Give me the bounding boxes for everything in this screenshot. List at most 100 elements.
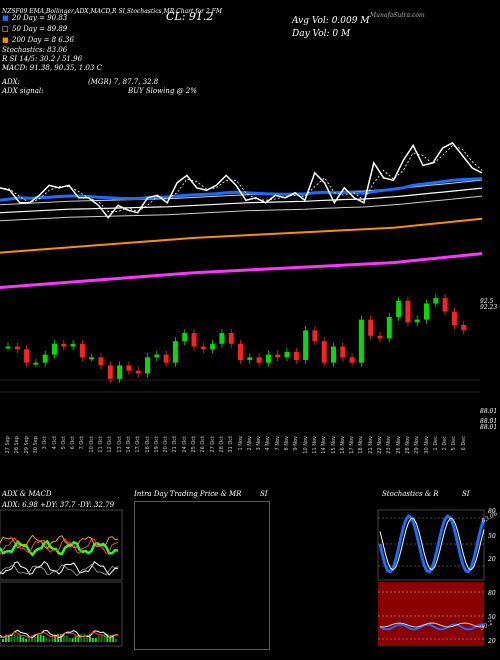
candle-body bbox=[42, 354, 48, 363]
date-label: 14 Nov bbox=[321, 436, 328, 454]
macd-histogram-bar bbox=[39, 634, 42, 642]
candle-body bbox=[368, 319, 374, 336]
candle-body bbox=[247, 357, 253, 360]
macd-histogram-bar bbox=[74, 636, 77, 642]
date-label: 20 Oct bbox=[163, 436, 170, 453]
date-label: 3 Oct bbox=[42, 436, 49, 450]
price-line bbox=[0, 142, 483, 219]
date-label: 14 Oct bbox=[125, 436, 132, 453]
date-label: 10 Nov bbox=[302, 436, 309, 454]
ema200-label: 200 Day = 8 6.36 bbox=[12, 36, 74, 44]
avg-volume: Avg Vol: 0.009 M bbox=[292, 16, 370, 26]
date-label: 12 Oct bbox=[107, 436, 114, 453]
candle-body bbox=[321, 341, 327, 363]
candle-body bbox=[117, 365, 123, 379]
candle-body bbox=[182, 333, 188, 342]
munafa-watermark: MunafaSutra.com bbox=[370, 12, 425, 19]
buy-signal-text: BUY Slowing @ 2% bbox=[128, 87, 197, 95]
macd-histogram-bar bbox=[77, 634, 80, 642]
candle-body bbox=[61, 343, 67, 347]
date-label: 28 Sep bbox=[14, 436, 21, 454]
stoch-d-line bbox=[379, 517, 485, 571]
date-label: 5 Oct bbox=[60, 436, 67, 450]
price-label-3: 88.01 bbox=[480, 408, 498, 415]
macd-histogram-bar bbox=[103, 634, 106, 642]
plus-dy-line bbox=[0, 539, 119, 557]
mr-text: (MGR) 7, 87.7, 32.8 bbox=[88, 78, 159, 86]
candle-body bbox=[200, 346, 206, 350]
candle-body bbox=[126, 365, 132, 371]
date-label: 30 Sep bbox=[32, 436, 39, 454]
candle-body bbox=[377, 335, 383, 339]
date-label: 23 Nov bbox=[386, 436, 393, 454]
macd-histogram-bar bbox=[100, 634, 103, 642]
candle-body bbox=[340, 346, 346, 358]
rsi-frame bbox=[378, 582, 484, 646]
macd-histogram-bar bbox=[22, 637, 25, 642]
candle-body bbox=[228, 333, 234, 344]
stochastics-title: Stochastics & R bbox=[382, 490, 439, 498]
candle-body bbox=[135, 370, 141, 374]
stoch-level-80: 80 bbox=[488, 508, 496, 515]
macd-histogram-bar bbox=[54, 635, 57, 642]
date-label: 15 Nov bbox=[330, 436, 337, 454]
candle-body bbox=[265, 354, 271, 363]
candlestick-chart bbox=[0, 294, 480, 393]
date-label: 11 Oct bbox=[98, 436, 104, 453]
date-label: 26 Oct bbox=[200, 436, 207, 453]
date-label: 30 Nov bbox=[423, 436, 430, 454]
macd-histogram-bar bbox=[4, 637, 7, 642]
stoch-level-20: 20 bbox=[488, 556, 496, 563]
date-label: 4 Nov bbox=[265, 436, 272, 451]
price-label-4: 88.01 bbox=[480, 418, 498, 425]
signal-dotted-line bbox=[0, 144, 483, 212]
close-price: CL: 91.2 bbox=[166, 10, 214, 23]
intraday-box bbox=[134, 501, 270, 650]
date-label: 25 Nov bbox=[395, 436, 402, 454]
date-label: 4 Oct bbox=[51, 436, 58, 450]
ema20-label: 20 Day = 90.83 bbox=[12, 14, 68, 22]
date-label: 29 Nov bbox=[414, 436, 421, 454]
candle-body bbox=[79, 343, 85, 358]
price-ema-chart bbox=[0, 142, 483, 289]
candle-body bbox=[107, 365, 113, 379]
date-label: 6 Oct bbox=[70, 436, 77, 450]
date-label: 27 Oct bbox=[209, 436, 216, 453]
date-label: 18 Nov bbox=[358, 436, 365, 454]
adx-macd-title: ADX & MACD bbox=[2, 490, 52, 498]
adx-white-line bbox=[0, 560, 119, 576]
ema20-marker: ■ bbox=[2, 14, 9, 22]
candle-body bbox=[5, 346, 11, 349]
rsi-level-50: 50 bbox=[488, 614, 496, 621]
candle-body bbox=[14, 346, 20, 350]
macd-line bbox=[0, 629, 118, 639]
macd-histogram-bar bbox=[112, 636, 115, 642]
candle-body bbox=[238, 343, 243, 360]
stochastics-chart bbox=[377, 509, 486, 646]
date-label: 27 Sep bbox=[5, 436, 11, 454]
candle-body bbox=[145, 357, 150, 374]
date-label: 6 Dec bbox=[460, 436, 467, 451]
candle-body bbox=[424, 303, 429, 320]
date-label: 21 Oct bbox=[172, 436, 179, 453]
candle-body bbox=[386, 316, 392, 339]
adx-values: ADX: 6.98 +DY: 37.7 -DY: 32.79 bbox=[2, 501, 115, 509]
macd-histogram-bar bbox=[60, 634, 62, 642]
date-label: 24 Oct bbox=[181, 436, 188, 453]
candle-body bbox=[414, 319, 420, 323]
macd-histogram-bar bbox=[28, 636, 31, 642]
rsi-signal-line bbox=[379, 622, 485, 628]
price-label-5: 88.01 bbox=[480, 424, 498, 431]
date-label: 19 Oct bbox=[153, 436, 160, 453]
date-label: 9 Nov bbox=[293, 436, 300, 451]
macd-histogram-bar bbox=[97, 636, 100, 642]
stoch-level-50: 50 bbox=[488, 533, 496, 540]
date-label: 3 Nov bbox=[256, 436, 263, 451]
candle-body bbox=[293, 351, 299, 360]
macd-histogram-bar bbox=[45, 637, 48, 642]
stochastics-text: Stochastics: 83.06 bbox=[2, 46, 68, 54]
adx-gray-line bbox=[0, 564, 119, 577]
price-label-top: 92.5 bbox=[480, 298, 494, 305]
macd-histogram-bar bbox=[31, 635, 33, 642]
adx-frame bbox=[0, 509, 123, 581]
